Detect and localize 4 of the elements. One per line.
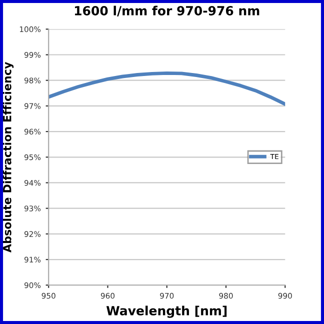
chart-title: 1600 l/mm for 970-976 nm xyxy=(74,6,260,16)
x-axis-title: Wavelength [nm] xyxy=(106,306,227,318)
line-series xyxy=(48,71,286,106)
y-axis-title: Absolute Diffraction Efficiency xyxy=(2,62,14,252)
